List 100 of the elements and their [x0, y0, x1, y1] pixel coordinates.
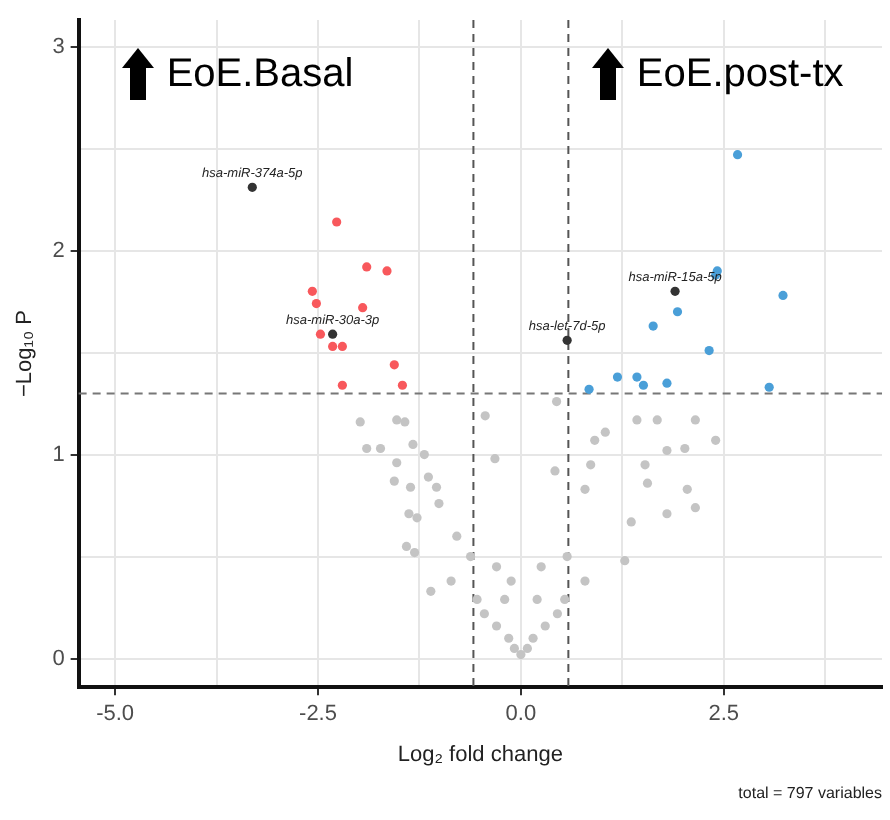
point	[408, 439, 418, 449]
point	[401, 541, 412, 552]
point	[632, 372, 642, 382]
point	[612, 372, 623, 382]
point	[337, 341, 347, 352]
point	[500, 594, 510, 605]
point	[528, 633, 538, 643]
point	[682, 484, 692, 494]
point	[764, 382, 774, 392]
point	[580, 576, 590, 586]
point	[423, 472, 433, 482]
point	[652, 415, 662, 425]
point	[332, 217, 342, 227]
point	[434, 498, 444, 509]
point	[690, 415, 700, 425]
point	[404, 509, 414, 519]
point	[626, 517, 636, 527]
point	[562, 335, 572, 345]
point	[247, 182, 257, 192]
point	[662, 509, 672, 519]
point	[540, 621, 550, 631]
point	[412, 513, 422, 523]
point	[491, 621, 502, 631]
y-tick-label: 1	[52, 442, 65, 467]
point	[632, 415, 642, 425]
point	[362, 262, 372, 272]
point	[382, 266, 392, 276]
point	[504, 633, 514, 643]
point	[431, 482, 442, 492]
point	[732, 150, 743, 160]
point	[552, 609, 563, 619]
point	[552, 396, 562, 407]
point	[328, 329, 338, 339]
point	[426, 586, 436, 596]
x-tick-label: -2.5	[299, 702, 337, 727]
point	[400, 417, 410, 427]
point	[490, 454, 500, 464]
point	[328, 341, 338, 352]
point	[465, 552, 476, 562]
point	[640, 460, 650, 470]
point	[479, 609, 489, 619]
point	[419, 450, 429, 460]
point	[397, 380, 408, 390]
y-axis-title: −Log₁₀ P	[13, 310, 38, 398]
y-tick-label: 2	[52, 238, 65, 263]
text: total = 797 variables	[738, 784, 882, 802]
point	[778, 290, 788, 301]
point	[662, 445, 672, 456]
point	[311, 299, 321, 309]
point	[550, 466, 560, 476]
point	[670, 286, 680, 296]
point	[662, 378, 672, 388]
point	[532, 594, 542, 605]
x-axis-title: Log₂ fold change	[397, 742, 563, 767]
point	[642, 478, 653, 488]
point	[355, 417, 365, 427]
x-tick-label: 0.0	[505, 702, 537, 727]
point	[536, 562, 546, 572]
point	[584, 384, 594, 394]
point	[389, 360, 399, 370]
y-tick-label: 0	[52, 646, 65, 671]
point	[389, 476, 399, 486]
point	[522, 643, 532, 654]
point	[600, 427, 610, 437]
point	[590, 435, 600, 445]
x-tick-label: 2.5	[708, 702, 740, 727]
point	[562, 552, 572, 562]
x-tick-label: -5.0	[96, 702, 135, 727]
y-tick-label: 3	[52, 34, 65, 59]
point	[704, 345, 714, 356]
point	[315, 329, 326, 339]
point	[506, 576, 516, 586]
point	[509, 643, 519, 654]
point	[516, 649, 526, 660]
point	[392, 458, 402, 468]
point	[680, 443, 690, 454]
point	[620, 556, 630, 566]
point	[375, 443, 386, 454]
point	[392, 415, 402, 425]
point	[586, 460, 596, 470]
annotation: EoE.post-tx	[636, 51, 844, 97]
annotation: EoE.Basal	[166, 51, 354, 97]
point	[452, 531, 462, 541]
point	[580, 484, 590, 494]
point	[405, 482, 416, 492]
point	[472, 594, 482, 605]
point	[446, 576, 456, 586]
point	[638, 380, 649, 390]
point	[358, 303, 368, 313]
point	[648, 321, 658, 331]
point	[711, 435, 721, 445]
point	[307, 286, 317, 296]
point	[362, 443, 372, 454]
point	[491, 562, 502, 572]
point	[690, 503, 700, 513]
point	[480, 411, 490, 421]
point	[337, 380, 347, 390]
point	[560, 594, 570, 605]
point	[409, 547, 420, 558]
point	[672, 307, 683, 317]
